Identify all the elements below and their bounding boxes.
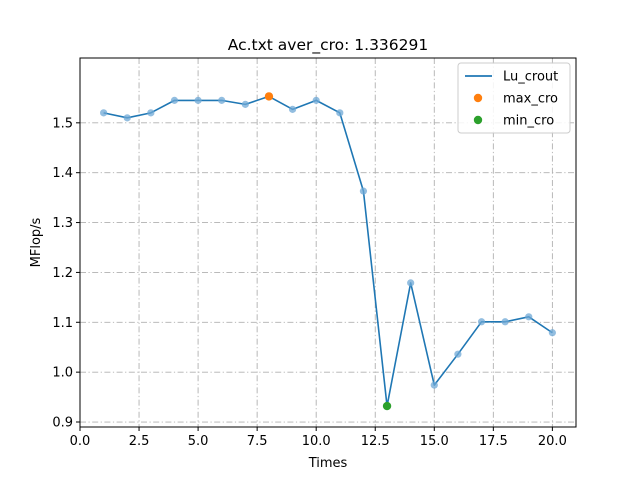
y-tick-label: 1.5: [52, 116, 73, 131]
x-tick-label: 2.5: [129, 434, 150, 449]
x-axis-title: Times: [308, 456, 348, 471]
data-point: [123, 114, 131, 122]
legend-entry-max-cro: max_cro: [503, 92, 558, 107]
legend-entry-lu-crout: Lu_crout: [503, 70, 558, 85]
data-point: [407, 279, 415, 287]
plot-area-frame: [79, 57, 577, 428]
y-tick-label: 1.4: [52, 166, 73, 181]
data-point: [218, 96, 226, 104]
data-point: [241, 100, 249, 108]
data-point: [501, 318, 509, 326]
data-point: [312, 96, 320, 104]
min-cro-marker: [382, 401, 392, 411]
data-point: [194, 96, 202, 104]
data-point: [170, 96, 179, 104]
data-point: [288, 105, 297, 113]
series-line-lu-crout: [103, 95, 553, 407]
data-point: [430, 381, 438, 389]
legend-box: [457, 62, 571, 134]
chart-title: Ac.txt aver_cro: 1.336291: [228, 36, 429, 55]
x-tick-label: 0.0: [70, 434, 91, 449]
x-tick-label: 20.0: [538, 434, 567, 449]
x-tick-label: 17.5: [479, 434, 508, 449]
y-tick-label: 1.3: [52, 216, 73, 231]
y-axis-title: MFlop/s: [29, 217, 44, 267]
series-line-layer: [103, 95, 553, 407]
data-point: [548, 329, 556, 337]
data-point: [359, 187, 368, 195]
ticks: 0.0 2.5 5.0 7.5 10.0 12.5 15.0 17.5 20.0 0.9 1.0 1.…: [52, 116, 567, 449]
legend-entry-min-cro: min_cro: [503, 114, 554, 129]
x-tick-label: 10.0: [302, 434, 331, 449]
x-tick-label: 5.0: [188, 434, 209, 449]
y-tick-label: 0.9: [52, 416, 73, 431]
data-point: [100, 109, 108, 117]
max-cro-marker: [264, 92, 274, 101]
data-point: [454, 350, 462, 358]
x-tick-label: 7.5: [247, 434, 268, 449]
y-tick-label: 1.2: [52, 266, 73, 281]
y-tick-label: 1.0: [52, 366, 73, 381]
x-tick-label: 15.0: [420, 434, 449, 449]
legend: Lu_crout max_cro min_cro: [457, 62, 571, 134]
data-point: [477, 318, 486, 326]
data-point: [147, 109, 155, 117]
data-point: [336, 109, 344, 117]
legend-swatch-max-cro: [473, 93, 483, 103]
data-point: [525, 313, 533, 321]
legend-swatch-min-cro: [473, 115, 483, 125]
x-tick-label: 12.5: [361, 434, 390, 449]
extreme-markers-layer: [264, 92, 392, 411]
y-tick-label: 1.1: [52, 316, 73, 331]
